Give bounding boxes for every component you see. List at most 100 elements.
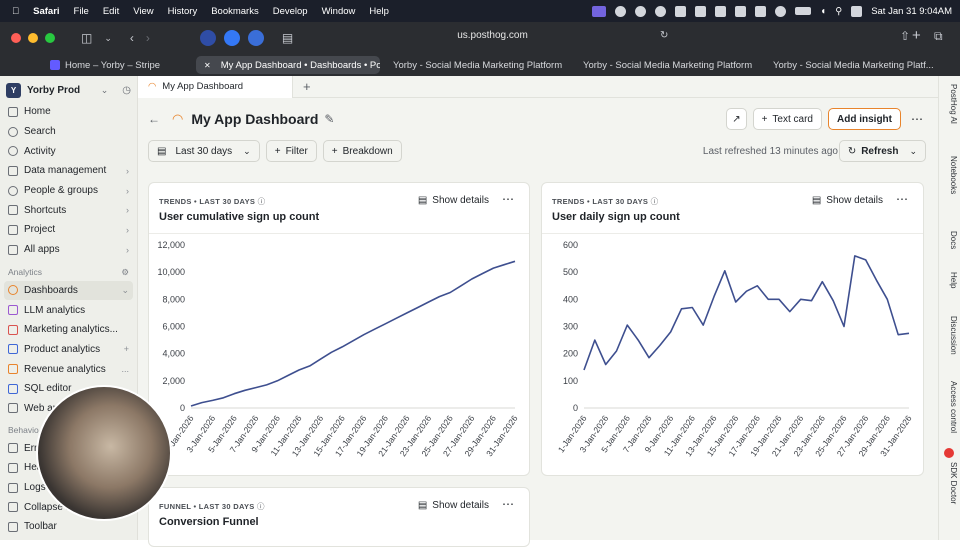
status-icon[interactable] xyxy=(655,5,667,17)
new-page-tab-icon[interactable]: + xyxy=(303,79,311,94)
menu-window[interactable]: Window xyxy=(314,5,356,17)
sidebar-item-activity[interactable]: Activity xyxy=(0,141,137,161)
menu-help[interactable]: Help xyxy=(362,5,389,17)
more-options-icon[interactable]: ⋯ xyxy=(502,497,515,511)
browser-tab[interactable]: Yorby - Social Media Marketing Platform xyxy=(570,56,760,74)
extension-icon[interactable] xyxy=(247,30,264,46)
wifi-icon[interactable]: ◖ xyxy=(820,5,827,17)
share-button[interactable]: ↗ xyxy=(726,108,747,130)
project-switcher[interactable]: Y Yorby Prod ⌄ ◷ xyxy=(0,76,137,102)
browser-tab[interactable]: Yorby - Social Media Marketing Platform xyxy=(380,56,570,74)
sidebar-item-logs[interactable]: Logs xyxy=(0,478,137,498)
status-icon[interactable] xyxy=(755,5,767,17)
more-options-icon[interactable]: ⋯ xyxy=(911,112,924,126)
sidebar-item-data-management[interactable]: Data management › xyxy=(0,161,137,181)
sdk-doctor-tab[interactable]: SDK Doctor xyxy=(949,462,958,505)
toolbar-button[interactable]: Toolbar xyxy=(0,517,137,537)
help-tab[interactable]: Help xyxy=(949,272,958,289)
show-details-button[interactable]: ▤ Show details xyxy=(812,195,883,206)
screen-share-icon[interactable] xyxy=(592,5,607,17)
sidebar-item-llm-analytics[interactable]: LLM analytics xyxy=(0,300,137,320)
menu-history[interactable]: History xyxy=(160,5,198,17)
menu-bookmarks[interactable]: Bookmarks xyxy=(204,5,259,17)
access-control-tab[interactable]: Access control xyxy=(949,381,958,434)
browser-tab[interactable]: Yorby - Social Media Marketing Platf... xyxy=(760,56,940,74)
show-details-button[interactable]: ▤ Show details xyxy=(418,195,489,206)
extension-icon[interactable] xyxy=(199,30,216,46)
close-icon[interactable]: ✕ xyxy=(204,60,211,70)
apple-icon[interactable]:  xyxy=(12,6,19,17)
zoom-window-button[interactable] xyxy=(45,33,55,43)
status-icon[interactable] xyxy=(675,5,687,17)
card-title[interactable]: Conversion Funnel xyxy=(159,516,259,528)
posthog-ai-tab[interactable]: PostHog AI xyxy=(949,84,958,125)
page-tab[interactable]: ◠ My App Dashboard xyxy=(138,75,293,98)
docs-tab[interactable]: Docs xyxy=(949,231,958,250)
menu-view[interactable]: View xyxy=(126,5,153,17)
more-icon[interactable]: ... xyxy=(121,364,129,375)
sidebar-item-web-analytics[interactable]: Web an xyxy=(0,399,137,419)
status-icon[interactable] xyxy=(635,5,647,17)
plus-icon[interactable]: + xyxy=(123,344,129,355)
control-center-icon[interactable] xyxy=(851,5,863,17)
sidebar-item-all-apps[interactable]: All apps › xyxy=(0,240,137,260)
browser-tab-active[interactable]: ✕ My App Dashboard • Dashboards • Po... xyxy=(196,56,380,74)
sidebar-item-sql-editor[interactable]: SQL editor xyxy=(0,379,137,399)
status-icon[interactable] xyxy=(715,5,727,17)
refresh-button[interactable]: ↻ Refresh ⌄ xyxy=(838,140,926,162)
battery-icon[interactable] xyxy=(795,7,812,15)
close-window-button[interactable] xyxy=(11,33,21,43)
card-title[interactable]: User cumulative sign up count xyxy=(159,211,320,223)
sidebar-toggle-icon[interactable]: ◫ xyxy=(81,31,93,45)
reload-icon[interactable]: ↻ xyxy=(660,30,669,41)
forward-button[interactable]: › xyxy=(145,31,150,45)
sidebar-item-revenue-analytics[interactable]: Revenue analytics... xyxy=(0,359,137,379)
clock-icon[interactable]: ◷ xyxy=(122,85,131,96)
card-title[interactable]: User daily sign up count xyxy=(552,211,680,223)
sidebar-item-dashboards[interactable]: Dashboards ⌄ xyxy=(4,280,133,301)
sidebar-item-marketing-analytics[interactable]: Marketing analytics... xyxy=(0,320,137,340)
sidebar-item-shortcuts[interactable]: Shortcuts › xyxy=(0,200,137,220)
status-icon[interactable] xyxy=(615,5,627,17)
search-icon[interactable]: ⚲ xyxy=(835,5,843,17)
show-details-button[interactable]: ▤ Show details xyxy=(418,500,489,511)
edit-pencil-icon[interactable]: ✎ xyxy=(324,112,335,126)
minimize-window-button[interactable] xyxy=(28,33,38,43)
settings-icon[interactable]: ⚙ xyxy=(121,266,129,277)
sidebar-item-error-tracking[interactable]: Erro xyxy=(0,438,137,458)
menu-file[interactable]: File xyxy=(66,5,89,17)
menu-safari[interactable]: Safari xyxy=(26,5,59,17)
sidebar-item-product-analytics[interactable]: Product analytics + xyxy=(0,340,137,360)
browser-tab[interactable]: Home – Yorby – Stripe xyxy=(0,56,190,74)
more-options-icon[interactable]: ⋯ xyxy=(896,192,909,206)
new-tab-icon[interactable]: + xyxy=(912,27,921,44)
tabs-icon[interactable]: ⧉ xyxy=(934,29,943,43)
chevron-down-icon[interactable]: ⌄ xyxy=(909,145,917,156)
text-card-button[interactable]: + Text card xyxy=(752,108,822,130)
chevron-down-icon[interactable]: ⌄ xyxy=(104,32,112,43)
address-bar[interactable]: us.posthog.com xyxy=(457,30,528,41)
menu-edit[interactable]: Edit xyxy=(95,5,119,17)
date-filter-dropdown[interactable]: ▤ Last 30 days ⌄ xyxy=(148,140,260,162)
clock[interactable]: Sat Jan 31 9:04AM xyxy=(871,5,952,17)
status-icon[interactable] xyxy=(735,5,747,17)
sidebar-item-search[interactable]: Search xyxy=(0,122,137,142)
sidebar-item-people[interactable]: People & groups › xyxy=(0,181,137,201)
extension-icon[interactable] xyxy=(223,30,240,46)
tab-overview-icon[interactable]: ▤ xyxy=(281,31,294,45)
notebooks-tab[interactable]: Notebooks xyxy=(949,156,958,195)
play-icon[interactable] xyxy=(775,5,787,17)
discussion-tab[interactable]: Discussion xyxy=(949,316,958,355)
menu-develop[interactable]: Develop xyxy=(265,5,308,17)
breakdown-button[interactable]: + Breakdown xyxy=(322,140,402,162)
status-icon[interactable] xyxy=(695,5,707,17)
sidebar-item-heatmaps[interactable]: Hea xyxy=(0,458,137,478)
share-icon[interactable]: ⇧ xyxy=(900,29,911,43)
filter-button[interactable]: + Filter xyxy=(265,140,317,162)
back-button[interactable]: ‹ xyxy=(129,31,134,45)
collapse-nav-button[interactable]: Collapse nav xyxy=(0,497,137,517)
back-arrow-icon[interactable]: ← xyxy=(148,112,160,126)
sidebar-item-home[interactable]: Home xyxy=(0,102,137,122)
add-insight-button[interactable]: Add insight xyxy=(828,108,901,130)
sidebar-item-project[interactable]: Project › xyxy=(0,220,137,240)
